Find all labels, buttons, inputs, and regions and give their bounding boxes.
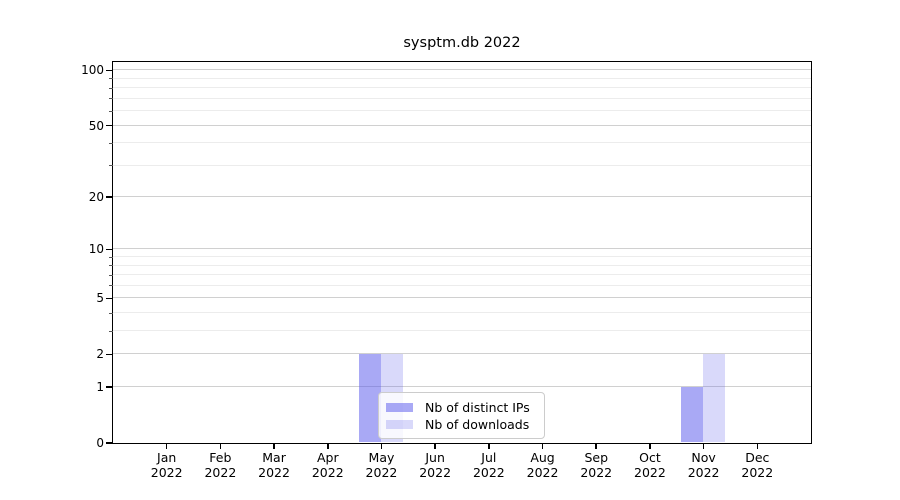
x-tick-label: May 2022 (365, 450, 398, 480)
y-tick-label: 100 (81, 63, 104, 78)
gridline-minor (112, 87, 811, 89)
y-axis-minor-tick (109, 256, 113, 258)
bar-distinct-ips (681, 386, 704, 443)
y-tick-label: 1 (96, 380, 104, 395)
x-tick-label: Sep 2022 (580, 450, 613, 480)
y-tick-label: 5 (96, 291, 104, 306)
chart-title: sysptm.db 2022 (403, 35, 521, 51)
x-tick-label: Feb 2022 (204, 450, 237, 480)
y-axis-tick (106, 386, 113, 388)
gridline-major (112, 196, 811, 198)
x-axis-tick (595, 444, 597, 449)
y-axis-minor-tick (109, 78, 113, 80)
y-tick-label: 50 (88, 118, 104, 133)
x-axis-tick (702, 444, 705, 449)
y-axis-tick (106, 69, 113, 72)
bar-downloads (703, 353, 726, 443)
x-tick-label: Oct 2022 (634, 450, 666, 480)
y-axis-minor-tick (109, 330, 113, 332)
gridline-major (112, 297, 811, 299)
gridline-major (112, 353, 811, 355)
gridline-minor (112, 256, 811, 258)
gridline-major (112, 69, 811, 71)
y-axis-minor-tick (109, 142, 113, 144)
plot-area (111, 60, 812, 444)
x-axis-tick (273, 444, 275, 449)
gridline-minor (112, 284, 811, 286)
x-tick-label: Jan 2022 (150, 450, 183, 480)
y-tick-label: 20 (88, 190, 104, 205)
legend-label: Nb of downloads (425, 416, 530, 432)
x-tick-label: Jul 2022 (472, 450, 505, 480)
x-axis-tick (756, 444, 759, 449)
y-axis-minor-tick (109, 274, 113, 276)
x-axis-tick (380, 444, 383, 449)
legend-item-distinct-ips: Nb of distinct IPs (386, 399, 536, 415)
gridline-minor (112, 142, 811, 144)
y-tick-label: 0 (96, 436, 104, 450)
x-axis-tick (649, 444, 651, 449)
gridline-minor (112, 264, 811, 266)
gridline-major (112, 124, 811, 126)
x-axis-tick (327, 444, 329, 449)
y-axis-tick (106, 353, 113, 356)
legend-item-downloads: Nb of downloads (386, 416, 536, 432)
y-axis-tick (106, 196, 113, 198)
x-axis-tick (541, 444, 544, 449)
y-axis-minor-tick (109, 165, 113, 167)
gridline-minor (112, 97, 811, 99)
x-axis-tick (165, 444, 168, 449)
legend-swatch-distinct-ips (386, 402, 413, 412)
x-axis-tick (434, 444, 436, 449)
legend: Nb of distinct IPs Nb of downloads (378, 392, 545, 439)
y-tick-label: 10 (88, 242, 104, 257)
x-axis-tick (219, 444, 222, 449)
x-tick-label: Jun 2022 (419, 450, 452, 480)
y-axis-minor-tick (109, 265, 113, 267)
y-axis-tick (106, 442, 113, 444)
legend-label: Nb of distinct IPs (425, 399, 530, 415)
gridline-minor (112, 110, 811, 112)
y-tick-label: 2 (96, 347, 104, 362)
y-axis-minor-tick (109, 312, 113, 314)
bar-distinct-ips (358, 353, 381, 443)
y-axis-minor-tick (109, 87, 113, 89)
gridline-minor (112, 330, 811, 332)
legend-swatch-downloads (386, 419, 413, 429)
gridline-minor (112, 164, 811, 166)
x-axis-tick (488, 444, 490, 449)
y-axis-tick (106, 297, 113, 300)
gridline-minor (112, 274, 811, 276)
x-tick-label: Apr 2022 (311, 450, 344, 480)
gridline-major (112, 248, 811, 250)
y-axis-minor-tick (109, 98, 113, 100)
y-axis-minor-tick (109, 110, 113, 112)
x-tick-label: Mar 2022 (258, 450, 290, 480)
x-tick-label: Aug 2022 (526, 450, 559, 480)
gridline-minor (112, 77, 811, 79)
gridline-major (112, 386, 811, 388)
gridline-minor (112, 312, 811, 314)
y-axis-tick (106, 124, 113, 127)
y-axis-tick (106, 248, 113, 251)
y-axis-minor-tick (109, 285, 113, 287)
x-tick-label: Nov 2022 (687, 450, 720, 480)
x-tick-label: Dec 2022 (741, 450, 774, 480)
